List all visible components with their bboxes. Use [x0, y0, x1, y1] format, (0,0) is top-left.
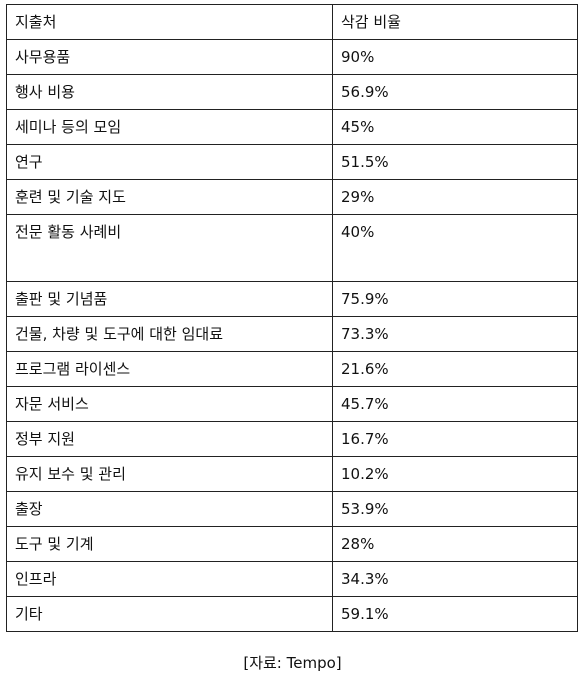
- category-cell: 유지 보수 및 관리: [6, 456, 333, 492]
- table-row: 프로그램 라이센스 21.6%: [6, 351, 578, 387]
- category-cell: 기타: [6, 596, 333, 632]
- rate-cell: 53.9%: [332, 491, 578, 527]
- table-header-row: 지출처 삭감 비율: [6, 4, 578, 40]
- rate-cell: 59.1%: [332, 596, 578, 632]
- expense-cut-table-container: 지출처 삭감 비율 사무용품 90% 행사 비용 56.9% 세미나 등의 모임…: [6, 4, 578, 632]
- category-cell: 도구 및 기계: [6, 526, 333, 562]
- rate-cell: 45.7%: [332, 386, 578, 422]
- category-cell: 정부 지원: [6, 421, 333, 457]
- header-cut-rate: 삭감 비율: [332, 4, 578, 40]
- table-row: 세미나 등의 모임 45%: [6, 109, 578, 145]
- category-cell: 연구: [6, 144, 333, 180]
- table-row: 건물, 차량 및 도구에 대한 임대료 73.3%: [6, 316, 578, 352]
- rate-cell: 45%: [332, 109, 578, 145]
- table-row: 자문 서비스 45.7%: [6, 386, 578, 422]
- category-cell: 전문 활동 사례비: [6, 214, 333, 282]
- rate-cell: 29%: [332, 179, 578, 215]
- category-cell: 훈련 및 기술 지도: [6, 179, 333, 215]
- rate-cell: 21.6%: [332, 351, 578, 387]
- table-row: 유지 보수 및 관리 10.2%: [6, 456, 578, 492]
- rate-cell: 28%: [332, 526, 578, 562]
- rate-cell: 75.9%: [332, 281, 578, 317]
- table-row: 출장 53.9%: [6, 491, 578, 527]
- category-cell: 출판 및 기념품: [6, 281, 333, 317]
- rate-cell: 10.2%: [332, 456, 578, 492]
- table-row: 사무용품 90%: [6, 39, 578, 75]
- category-cell: 출장: [6, 491, 333, 527]
- category-cell: 행사 비용: [6, 74, 333, 110]
- table-row: 정부 지원 16.7%: [6, 421, 578, 457]
- source-caption: [자료: Tempo]: [243, 654, 342, 672]
- expense-cut-table: 지출처 삭감 비율 사무용품 90% 행사 비용 56.9% 세미나 등의 모임…: [6, 4, 578, 632]
- category-cell: 사무용품: [6, 39, 333, 75]
- rate-cell: 90%: [332, 39, 578, 75]
- rate-cell: 73.3%: [332, 316, 578, 352]
- rate-cell: 56.9%: [332, 74, 578, 110]
- rate-cell: 34.3%: [332, 561, 578, 597]
- table-row: 출판 및 기념품 75.9%: [6, 281, 578, 317]
- category-cell: 자문 서비스: [6, 386, 333, 422]
- table-row: 인프라 34.3%: [6, 561, 578, 597]
- table-row: 전문 활동 사례비 40%: [6, 214, 578, 282]
- category-cell: 인프라: [6, 561, 333, 597]
- table-row: 연구 51.5%: [6, 144, 578, 180]
- header-category: 지출처: [6, 4, 333, 40]
- table-row: 훈련 및 기술 지도 29%: [6, 179, 578, 215]
- rate-cell: 40%: [332, 214, 578, 282]
- table-row: 기타 59.1%: [6, 596, 578, 632]
- rate-cell: 16.7%: [332, 421, 578, 457]
- category-cell: 건물, 차량 및 도구에 대한 임대료: [6, 316, 333, 352]
- table-row: 행사 비용 56.9%: [6, 74, 578, 110]
- table-row: 도구 및 기계 28%: [6, 526, 578, 562]
- category-cell: 프로그램 라이센스: [6, 351, 333, 387]
- rate-cell: 51.5%: [332, 144, 578, 180]
- category-cell: 세미나 등의 모임: [6, 109, 333, 145]
